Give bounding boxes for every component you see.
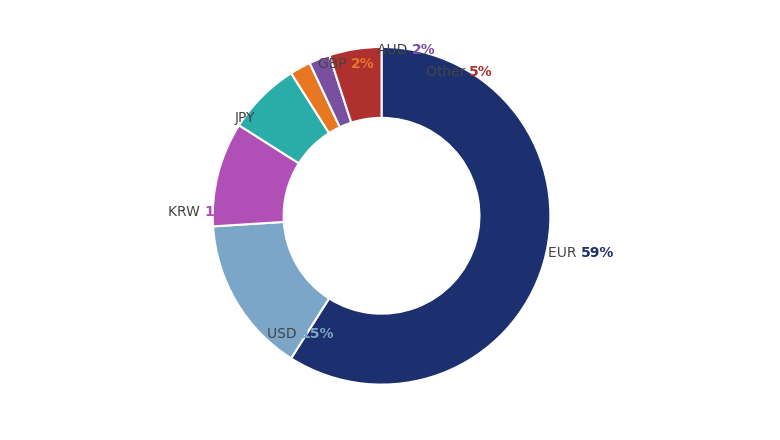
Text: 59%: 59% bbox=[581, 246, 614, 260]
Text: 5%: 5% bbox=[470, 65, 493, 79]
Text: GBP: GBP bbox=[318, 57, 351, 71]
Wedge shape bbox=[310, 55, 351, 127]
Text: 2%: 2% bbox=[412, 43, 436, 57]
Text: JPY: JPY bbox=[235, 111, 260, 125]
Wedge shape bbox=[213, 222, 329, 358]
Text: KRW: KRW bbox=[168, 205, 204, 220]
Wedge shape bbox=[239, 73, 329, 163]
Text: Other: Other bbox=[426, 65, 470, 79]
Text: 2%: 2% bbox=[351, 57, 375, 71]
Text: 15%: 15% bbox=[300, 327, 334, 341]
Text: USD: USD bbox=[267, 327, 300, 341]
Wedge shape bbox=[213, 125, 299, 226]
Wedge shape bbox=[291, 63, 340, 133]
Wedge shape bbox=[291, 47, 551, 385]
Text: 7%: 7% bbox=[260, 111, 284, 125]
Wedge shape bbox=[329, 47, 381, 123]
Text: 10%: 10% bbox=[204, 205, 238, 220]
Text: AUD: AUD bbox=[378, 43, 412, 57]
Text: EUR: EUR bbox=[548, 246, 581, 260]
